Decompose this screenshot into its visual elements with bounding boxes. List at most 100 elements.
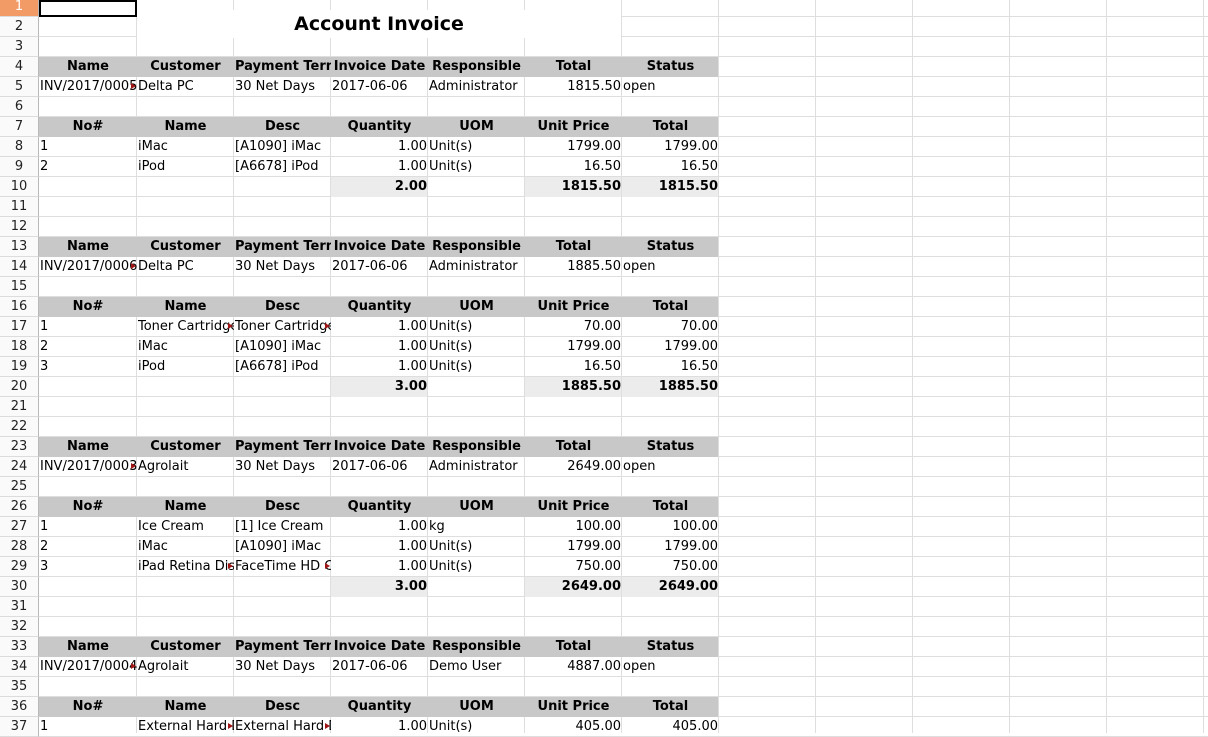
cell-r36-c3[interactable]: Desc	[264, 699, 301, 714]
cell-r34-c1[interactable]: INV/2017/0004	[40, 659, 137, 674]
row-header-15[interactable]: 15	[0, 277, 39, 297]
cell-r5-c2[interactable]: Delta PC	[138, 79, 194, 94]
cell-r9-c7[interactable]: 16.50	[680, 159, 718, 174]
cell-r29-c6[interactable]: 750.00	[575, 559, 622, 574]
cell-r28-c4[interactable]: 1.00	[398, 539, 427, 554]
cell-r29-c7[interactable]: 750.00	[672, 559, 719, 574]
cell-r14-c4[interactable]: 2017-06-06	[332, 259, 408, 274]
cell-r13-c2[interactable]: Customer	[150, 239, 221, 254]
cell-r17-c3[interactable]: Toner Cartridge	[235, 319, 331, 334]
row-header-37[interactable]: 37	[0, 717, 39, 737]
cell-r17-c2[interactable]: Toner Cartridge	[138, 319, 234, 334]
cell-r8-c6[interactable]: 1799.00	[567, 139, 621, 154]
cell-r4-c7[interactable]: Status	[646, 59, 695, 74]
cell-r26-c2[interactable]: Name	[164, 499, 207, 514]
cell-r9-c3[interactable]: [A6678] iPod	[235, 159, 319, 174]
row-header-34[interactable]: 34	[0, 657, 39, 677]
cell-r23-c7[interactable]: Status	[646, 439, 695, 454]
row-header-1[interactable]: 1	[0, 0, 39, 17]
cell-r33-c5[interactable]: Responsible	[432, 639, 521, 654]
cell-r37-c6[interactable]: 405.00	[575, 719, 622, 734]
row-header-29[interactable]: 29	[0, 557, 39, 577]
cell-r27-c7[interactable]: 100.00	[672, 519, 719, 534]
cell-r27-c3[interactable]: [1] Ice Cream	[235, 519, 324, 534]
cell-r18-c6[interactable]: 1799.00	[567, 339, 621, 354]
row-header-32[interactable]: 32	[0, 617, 39, 637]
cell-r8-c4[interactable]: 1.00	[398, 139, 427, 154]
cell-r7-c3[interactable]: Desc	[264, 119, 301, 134]
cell-r33-c7[interactable]: Status	[646, 639, 695, 654]
row-header-20[interactable]: 20	[0, 377, 39, 397]
row-header-31[interactable]: 31	[0, 597, 39, 617]
cell-r4-c4[interactable]: Invoice Date	[333, 59, 426, 74]
cell-r4-c1[interactable]: Name	[66, 59, 109, 74]
cell-r34-c3[interactable]: 30 Net Days	[235, 659, 316, 674]
cell-r37-c2[interactable]: External Hard Disk	[137, 717, 234, 736]
cell-r13-c1[interactable]: Name	[66, 239, 109, 254]
cell-r13-c6[interactable]: Total	[555, 239, 592, 254]
cell-r27-c6[interactable]: 100.00	[575, 519, 622, 534]
cell-r17-c5[interactable]: Unit(s)	[429, 319, 473, 334]
cell-r16-c1[interactable]: No#	[72, 299, 104, 314]
cell-r13-c7[interactable]: Status	[646, 239, 695, 254]
cell-r27-c5[interactable]: kg	[429, 519, 445, 534]
cell-r33-c3[interactable]: Payment Term	[235, 639, 331, 654]
cell-r19-c2[interactable]: iPod	[138, 359, 166, 374]
row-header-28[interactable]: 28	[0, 537, 39, 557]
cell-r18-c7[interactable]: 1799.00	[664, 339, 718, 354]
cell-r29-c3[interactable]: FaceTime HD Camera	[235, 559, 331, 574]
cell-r8-c3[interactable]: [A1090] iMac	[235, 139, 322, 154]
cell-r23-c1[interactable]: Name	[66, 439, 109, 454]
cell-r27-c1[interactable]: 1	[40, 519, 49, 534]
cell-r10-c6[interactable]: 1815.50	[561, 179, 621, 194]
cell-r7-c6[interactable]: Unit Price	[537, 119, 610, 134]
cell-r36-c1[interactable]: No#	[72, 699, 104, 714]
cell-r14-c1[interactable]: INV/2017/0006	[40, 259, 137, 274]
row-header-27[interactable]: 27	[0, 517, 39, 537]
cell-r9-c4[interactable]: 1.00	[398, 159, 427, 174]
cell-r16-c6[interactable]: Unit Price	[537, 299, 610, 314]
cell-r19-c7[interactable]: 16.50	[680, 359, 718, 374]
cell-r30-c4[interactable]: 3.00	[394, 579, 427, 594]
cell-r20-c7[interactable]: 1885.50	[658, 379, 718, 394]
cell-r14-c7[interactable]: open	[623, 259, 656, 274]
row-header-30[interactable]: 30	[0, 577, 39, 597]
cell-r18-c2[interactable]: iMac	[138, 339, 168, 354]
cell-r7-c2[interactable]: Name	[164, 119, 207, 134]
row-header-14[interactable]: 14	[0, 257, 39, 277]
cell-r33-c1[interactable]: Name	[66, 639, 109, 654]
cell-r23-c6[interactable]: Total	[555, 439, 592, 454]
cell-r24-c3[interactable]: 30 Net Days	[235, 459, 316, 474]
cell-r5-c6[interactable]: 1815.50	[567, 79, 621, 94]
cell-r19-c4[interactable]: 1.00	[398, 359, 427, 374]
cell-r13-c5[interactable]: Responsible	[432, 239, 521, 254]
row-header-7[interactable]: 7	[0, 117, 39, 137]
row-header-26[interactable]: 26	[0, 497, 39, 517]
row-header-5[interactable]: 5	[0, 77, 39, 97]
row-header-22[interactable]: 22	[0, 417, 39, 437]
cell-r23-c2[interactable]: Customer	[150, 439, 221, 454]
row-header-9[interactable]: 9	[0, 157, 39, 177]
cell-r34-c2[interactable]: Agrolait	[138, 659, 189, 674]
row-header-33[interactable]: 33	[0, 637, 39, 657]
cell-r30-c7[interactable]: 2649.00	[658, 579, 718, 594]
cell-r16-c3[interactable]: Desc	[264, 299, 301, 314]
cell-r5-c1[interactable]: INV/2017/0005	[40, 79, 137, 94]
cell-r34-c7[interactable]: open	[623, 659, 656, 674]
row-header-19[interactable]: 19	[0, 357, 39, 377]
cell-r27-c4[interactable]: 1.00	[398, 519, 427, 534]
cell-r29-c1[interactable]: 3	[40, 559, 49, 574]
cell-r28-c5[interactable]: Unit(s)	[429, 539, 473, 554]
row-header-3[interactable]: 3	[0, 37, 39, 57]
cell-r7-c7[interactable]: Total	[652, 119, 689, 134]
cell-r20-c4[interactable]: 3.00	[394, 379, 427, 394]
row-header-23[interactable]: 23	[0, 437, 39, 457]
sheet-title[interactable]: Account Invoice	[137, 10, 621, 38]
cell-r5-c3[interactable]: 30 Net Days	[235, 79, 316, 94]
row-header-4[interactable]: 4	[0, 57, 39, 77]
cell-r18-c1[interactable]: 2	[40, 339, 49, 354]
cell-r9-c5[interactable]: Unit(s)	[429, 159, 473, 174]
cell-r26-c4[interactable]: Quantity	[347, 499, 412, 514]
cell-r8-c1[interactable]: 1	[40, 139, 49, 154]
